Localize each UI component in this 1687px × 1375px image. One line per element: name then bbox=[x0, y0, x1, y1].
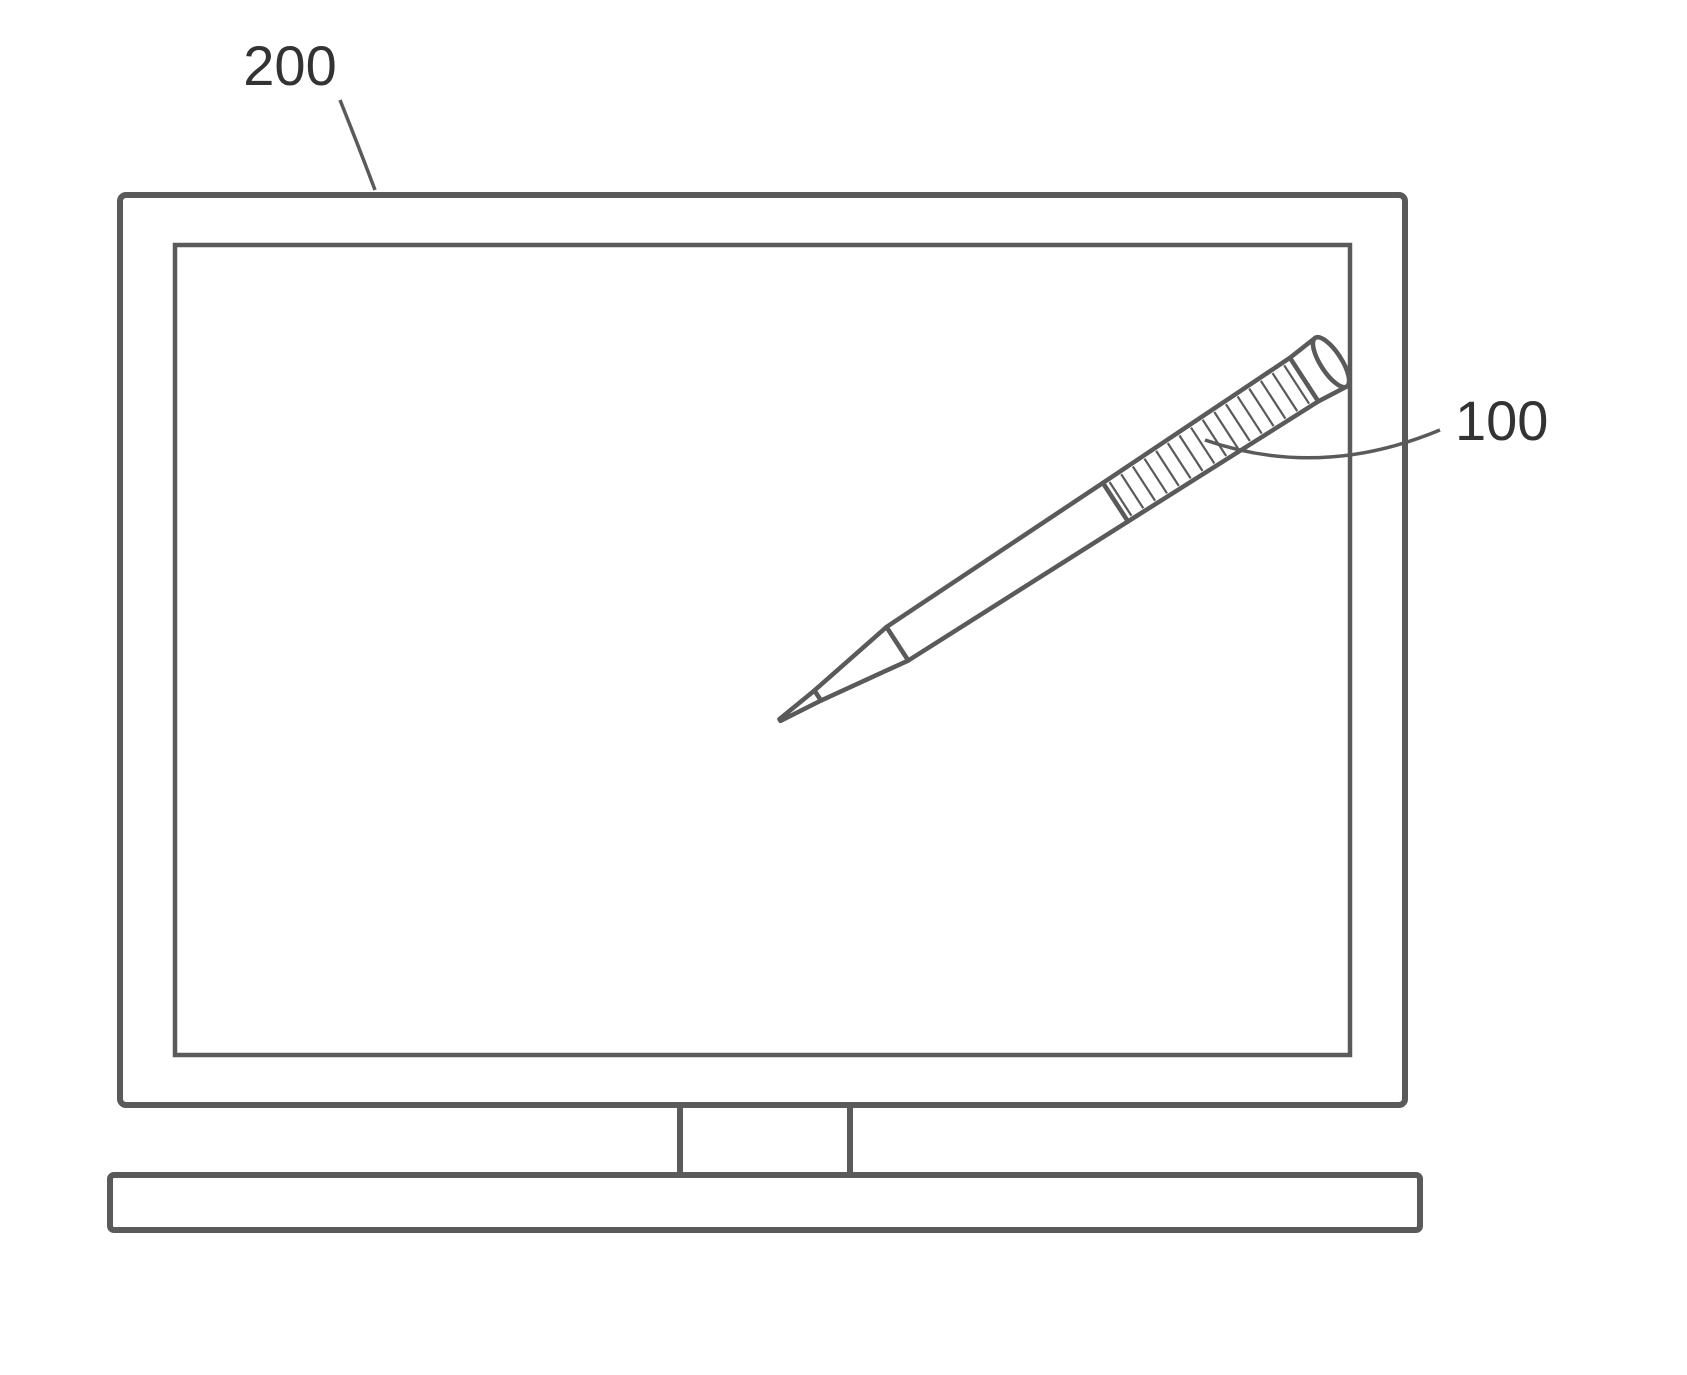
stylus bbox=[764, 332, 1355, 744]
monitor-neck bbox=[680, 1105, 850, 1175]
monitor-bezel bbox=[120, 195, 1405, 1105]
ref-label-100: 100 bbox=[1455, 389, 1548, 452]
monitor-screen bbox=[175, 245, 1350, 1055]
leader-200 bbox=[340, 100, 375, 190]
ref-label-200: 200 bbox=[243, 34, 336, 97]
stylus-nib bbox=[777, 690, 821, 725]
monitor-base bbox=[110, 1175, 1420, 1230]
patent-figure: 200 100 bbox=[0, 0, 1687, 1375]
stylus-barrel bbox=[885, 483, 1128, 663]
